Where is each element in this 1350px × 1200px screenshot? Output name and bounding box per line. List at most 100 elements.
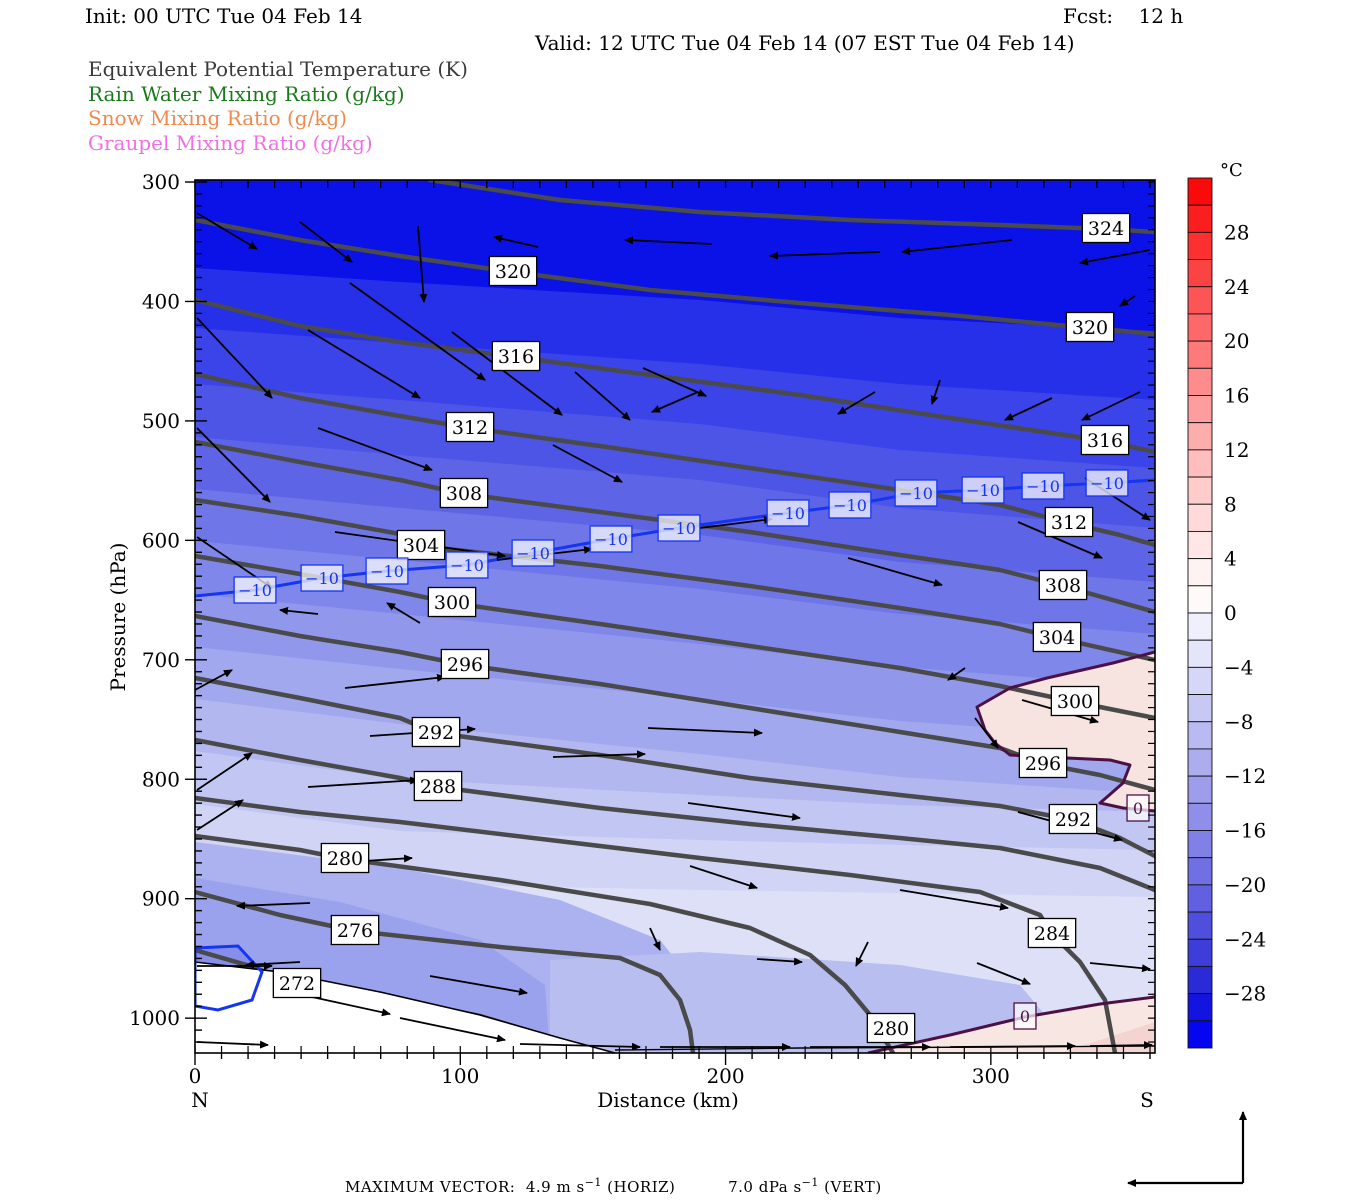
theta-e-label-304-box — [1032, 621, 1082, 653]
wind-arrow-8 — [317, 427, 433, 471]
wind-arrow-4 — [196, 317, 273, 399]
colorbar-cell-21 — [1187, 748, 1213, 777]
temp-label--10-box — [657, 514, 701, 542]
colorbar-cell-30 — [1187, 993, 1213, 1022]
y-tick-label-1000: 1000 — [129, 1006, 180, 1030]
theta-e-label-292-box — [1048, 803, 1098, 835]
theta-e-label-300: 300 — [434, 592, 470, 614]
wind-arrow-24 — [1081, 391, 1141, 421]
temp-label--10-box — [894, 479, 938, 507]
wind-arrow-14 — [493, 234, 539, 248]
temp-label--10-box — [365, 557, 409, 585]
legend-rain-label: Rain Water Mixing Ratio (g/kg) — [88, 82, 405, 106]
wind-arrow-23 — [930, 379, 941, 405]
max-vector-annotation: MAXIMUM VECTOR: 4.9 m s−1 (HORIZ) 7.0 dP… — [345, 1176, 882, 1196]
temp-label-0-box — [1126, 794, 1150, 822]
colorbar-tick-label--24: −24 — [1224, 927, 1266, 951]
plot-frame — [194, 179, 1156, 1054]
terrain-outline — [194, 961, 616, 1054]
colorbar-cell-0 — [1187, 177, 1213, 206]
colorbar-cell-2 — [1187, 231, 1213, 261]
max-vector-horiz: 4.9 m s — [525, 1178, 585, 1196]
temp-label--10-box — [766, 499, 810, 527]
colorbar-cell-15 — [1187, 585, 1213, 614]
colorbar-cell-4 — [1187, 286, 1213, 315]
temp-label--10: −10 — [516, 544, 550, 563]
theta-e-label-296-box — [1018, 747, 1068, 779]
wind-arrow-0 — [196, 212, 258, 250]
forecast-hour-text: Fcst: 12 h — [1063, 4, 1184, 28]
wind-arrow-63 — [1089, 1041, 1153, 1050]
wind-arrow-27 — [847, 557, 943, 587]
theta-e-label-300-box — [427, 586, 477, 618]
temp-label--10-box — [233, 576, 277, 604]
temp-label--10: −10 — [238, 581, 272, 600]
colorbar-cell-8 — [1187, 395, 1213, 424]
theta-e-label-320: 320 — [1072, 317, 1108, 339]
wind-arrow-6 — [451, 331, 563, 416]
theta-e-label-304: 304 — [1039, 627, 1075, 649]
colorbar-cell-24 — [1187, 830, 1213, 859]
temp-label-0-box — [1013, 1002, 1037, 1030]
wind-arrow-56 — [1089, 962, 1151, 973]
temp-label--10: −10 — [899, 484, 933, 503]
colorbar-cell-3 — [1187, 259, 1213, 288]
theta-e-label-324: 324 — [1088, 218, 1124, 240]
colorbar-cell-29 — [1187, 965, 1213, 995]
theta-e-label-312: 312 — [452, 417, 488, 439]
colorbar-tick-label-24: 24 — [1224, 275, 1249, 299]
reference-vector-arrows — [1127, 1111, 1247, 1187]
theta-e-label-300: 300 — [1057, 691, 1093, 713]
max-vector-label: MAXIMUM VECTOR: — [345, 1178, 526, 1196]
colorbar-tick-label-12: 12 — [1224, 438, 1249, 462]
init-time-text: Init: 00 UTC Tue 04 Feb 14 — [85, 4, 363, 28]
legend-theta-e-label: Equivalent Potential Temperature (K) — [88, 57, 468, 81]
y-tick-label-500: 500 — [142, 409, 180, 433]
theta-e-label-308: 308 — [446, 483, 482, 505]
colorbar-tick-label--28: −28 — [1224, 982, 1266, 1006]
wind-arrow-62 — [949, 1042, 1076, 1051]
colorbar-tick-label-4: 4 — [1224, 547, 1237, 571]
theta-e-label-288-box — [413, 770, 463, 802]
theta-e-label-276: 276 — [337, 920, 373, 942]
wind-arrow-64 — [196, 1040, 269, 1049]
wind-arrow-3 — [417, 225, 428, 303]
theta-e-label-280-box — [320, 842, 370, 874]
y-tick-label-400: 400 — [142, 289, 180, 313]
colorbar-tick-label--12: −12 — [1224, 764, 1266, 788]
wind-arrow-38 — [196, 752, 253, 791]
theta-e-label-296: 296 — [1025, 753, 1061, 775]
wind-arrow-34 — [647, 727, 763, 737]
temp-label--10: −10 — [305, 569, 339, 588]
colorbar-tick-label-16: 16 — [1224, 384, 1249, 408]
theta-e-label-316: 316 — [498, 346, 534, 368]
theta-e-label-300-box — [1050, 685, 1100, 717]
theta-e-label-272: 272 — [279, 973, 315, 995]
colorbar-cell-23 — [1187, 802, 1213, 831]
temp-label--10-box — [445, 551, 489, 579]
wind-arrow-33 — [344, 673, 446, 689]
wind-arrow-22 — [1004, 397, 1053, 421]
colorbar-cell-28 — [1187, 938, 1213, 967]
colorbar-cell-25 — [1187, 857, 1213, 886]
max-vector-vert: 7.0 dPa s — [728, 1178, 802, 1196]
temp-contour--10-closed — [195, 944, 264, 1012]
temp-label-0: 0 — [1020, 1007, 1030, 1026]
theta-e-label-316-box — [491, 340, 541, 372]
x-tick-label-100: 100 — [441, 1064, 479, 1088]
wind-arrow-31 — [279, 606, 319, 615]
theta-e-contour-304 — [195, 497, 1155, 663]
theta-e-contour-320 — [195, 217, 1155, 337]
colorbar-tick-label-20: 20 — [1224, 329, 1249, 353]
colorbar-cell-20 — [1187, 721, 1213, 750]
theta-e-label-324-box — [1081, 212, 1131, 244]
colorbar-cell-22 — [1187, 775, 1213, 804]
theta-e-contour-288 — [195, 737, 1155, 893]
theta-e-label-312: 312 — [1051, 512, 1087, 534]
colorbar-cell-26 — [1187, 884, 1213, 913]
y-tick-label-700: 700 — [142, 648, 180, 672]
theta-e-label-308: 308 — [1045, 575, 1081, 597]
x-tick-label-200: 200 — [706, 1064, 744, 1088]
theta-e-label-272-box — [272, 967, 322, 999]
